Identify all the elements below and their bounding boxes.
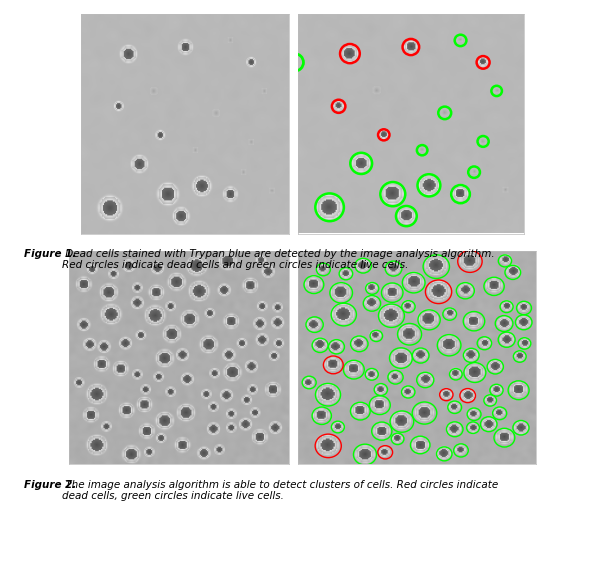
Text: Dead cells stained with Trypan blue are detected by the image analysis algorithm: Dead cells stained with Trypan blue are … bbox=[62, 249, 495, 270]
Text: The image analysis algorithm is able to detect clusters of cells. Red circles in: The image analysis algorithm is able to … bbox=[62, 480, 498, 501]
Text: Figure 2.: Figure 2. bbox=[24, 480, 76, 490]
Text: Figure 1.: Figure 1. bbox=[24, 249, 76, 259]
